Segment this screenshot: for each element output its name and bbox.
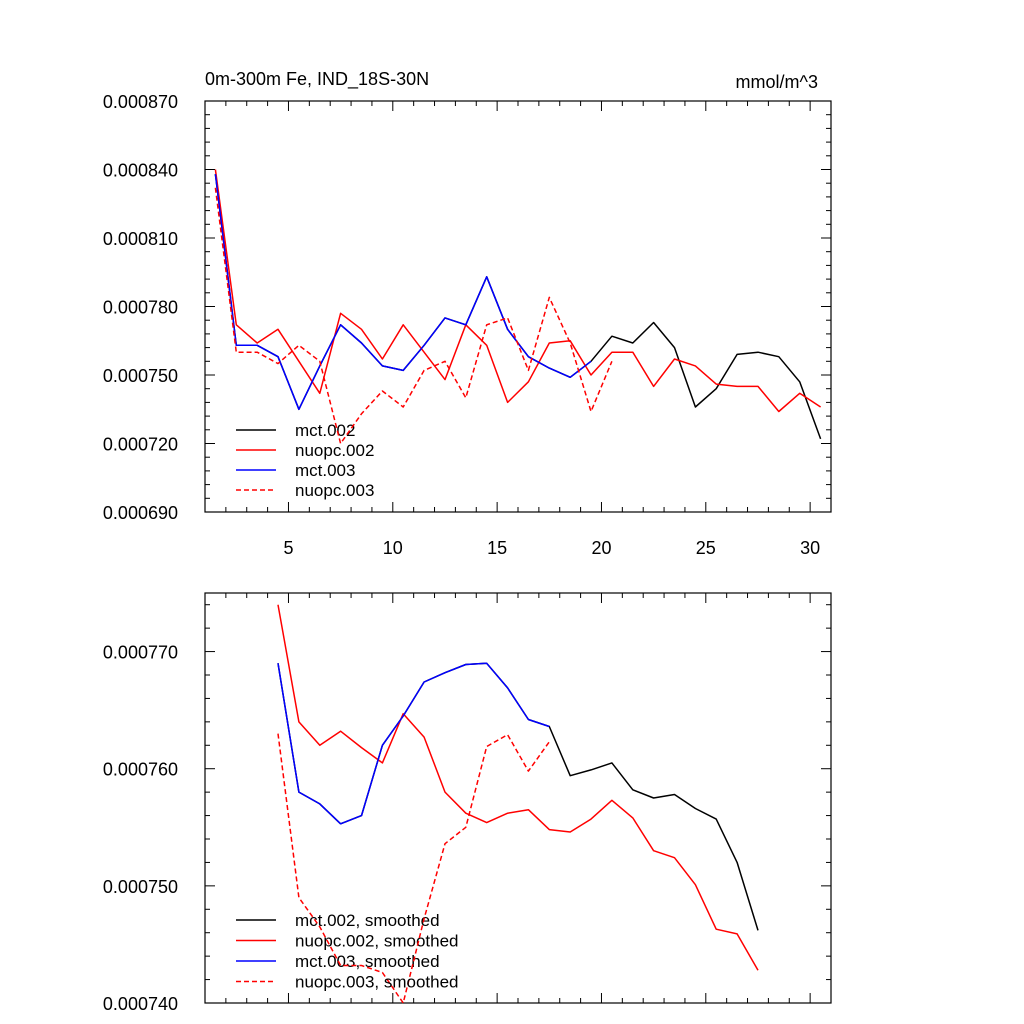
chart-units: mmol/m^3: [736, 72, 818, 92]
series-line-mct-002: [214, 174, 822, 440]
x-tick-label: 30: [800, 538, 820, 558]
y-tick-label: 0.000690: [103, 503, 178, 523]
y-tick-label: 0.000770: [103, 643, 178, 663]
legend-label: nuopc.002: [295, 441, 374, 460]
chart-title: 0m-300m Fe, IND_18S-30N: [205, 69, 429, 90]
x-tick-label: 5: [283, 538, 293, 558]
x-tick-label: 20: [591, 538, 611, 558]
y-tick-label: 0.000780: [103, 298, 178, 318]
y-tick-label: 0.000740: [103, 994, 178, 1014]
legend-label: mct.003, smoothed: [295, 952, 440, 971]
legend-label: nuopc.003, smoothed: [295, 973, 459, 992]
series-line-mct-003-smoothed: [277, 662, 550, 825]
y-tick-label: 0.000750: [103, 877, 178, 897]
legend-label: mct.003: [295, 461, 355, 480]
legend-label: mct.002: [295, 421, 355, 440]
y-tick-label: 0.000840: [103, 161, 178, 181]
series-line-nuopc-002: [214, 169, 822, 413]
series-line-nuopc-002-smoothed: [277, 604, 759, 971]
top-panel: 0m-300m Fe, IND_18S-30N mmol/m^3 5 10 15 20…: [103, 69, 832, 558]
legend-label: nuopc.003: [295, 481, 374, 500]
y-tick-label: 0.000720: [103, 435, 178, 455]
x-tick-label: 10: [383, 538, 403, 558]
legend-label: mct.002, smoothed: [295, 911, 440, 930]
series-line-nuopc-003: [214, 187, 613, 445]
series-line-nuopc-003-smoothed: [277, 733, 550, 1004]
y-tick-label: 0.000750: [103, 366, 178, 386]
y-tick-label: 0.000870: [103, 92, 178, 112]
y-tick-label: 0.000810: [103, 229, 178, 249]
x-tick-label: 25: [696, 538, 716, 558]
legend-label: nuopc.002, smoothed: [295, 932, 459, 951]
bottom-panel: 0.000740 0.000750 0.000760 0.000770 mct.002,…: [103, 592, 832, 1014]
y-tick-label: 0.000760: [103, 760, 178, 780]
series-line-mct-003: [214, 174, 592, 411]
x-tick-label: 15: [487, 538, 507, 558]
